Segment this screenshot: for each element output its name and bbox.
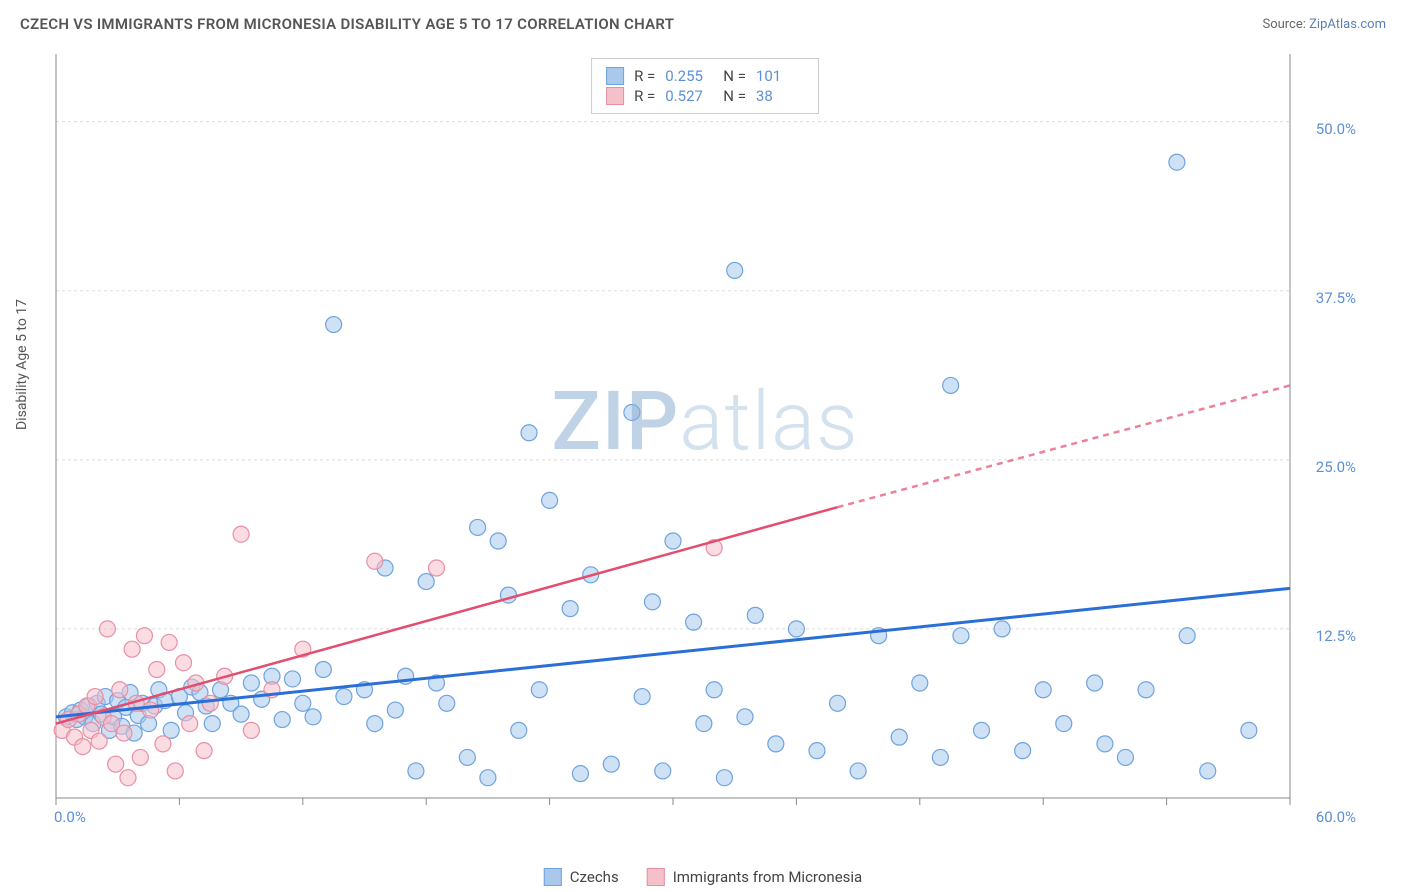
stats-row-micronesia: R = 0.527 N = 38 xyxy=(606,87,804,105)
stats-row-czechs: R = 0.255 N = 101 xyxy=(606,67,804,85)
y-axis-label: Disability Age 5 to 17 xyxy=(14,299,30,430)
n-label: N = xyxy=(723,67,746,85)
n-value-czechs: 101 xyxy=(756,67,804,85)
y-tick-label: 25.0% xyxy=(1316,458,1356,476)
stats-legend: R = 0.255 N = 101 R = 0.527 N = 38 xyxy=(591,58,819,114)
n-value-micronesia: 38 xyxy=(756,87,804,105)
chart-title: CZECH VS IMMIGRANTS FROM MICRONESIA DISA… xyxy=(20,15,674,33)
chart-source: Source: ZipAtlas.com xyxy=(1262,17,1386,32)
source-prefix: Source: xyxy=(1262,17,1309,32)
series-legend: Czechs Immigrants from Micronesia xyxy=(544,868,862,886)
plot-area: ZIPatlas R = 0.255 N = 101 R = 0.527 N =… xyxy=(50,48,1360,828)
legend-item-czechs: Czechs xyxy=(544,868,619,886)
n-label: N = xyxy=(723,87,746,105)
legend-swatch-micronesia xyxy=(647,868,665,886)
r-label: R = xyxy=(634,87,655,105)
scatter-svg xyxy=(50,48,1360,828)
swatch-micronesia xyxy=(606,87,624,105)
source-link[interactable]: ZipAtlas.com xyxy=(1309,17,1386,32)
y-tick-label: 12.5% xyxy=(1316,627,1356,645)
chart-header: CZECH VS IMMIGRANTS FROM MICRONESIA DISA… xyxy=(0,0,1406,40)
x-tick-label: 0.0% xyxy=(54,808,86,826)
legend-label-czechs: Czechs xyxy=(570,868,619,886)
r-value-czechs: 0.255 xyxy=(665,67,713,85)
x-tick-label: 60.0% xyxy=(1316,808,1356,826)
swatch-czechs xyxy=(606,67,624,85)
legend-swatch-czechs xyxy=(544,868,562,886)
y-tick-label: 37.5% xyxy=(1316,289,1356,307)
legend-label-micronesia: Immigrants from Micronesia xyxy=(673,868,863,886)
y-tick-label: 50.0% xyxy=(1316,120,1356,138)
legend-item-micronesia: Immigrants from Micronesia xyxy=(647,868,863,886)
r-value-micronesia: 0.527 xyxy=(665,87,713,105)
r-label: R = xyxy=(634,67,655,85)
